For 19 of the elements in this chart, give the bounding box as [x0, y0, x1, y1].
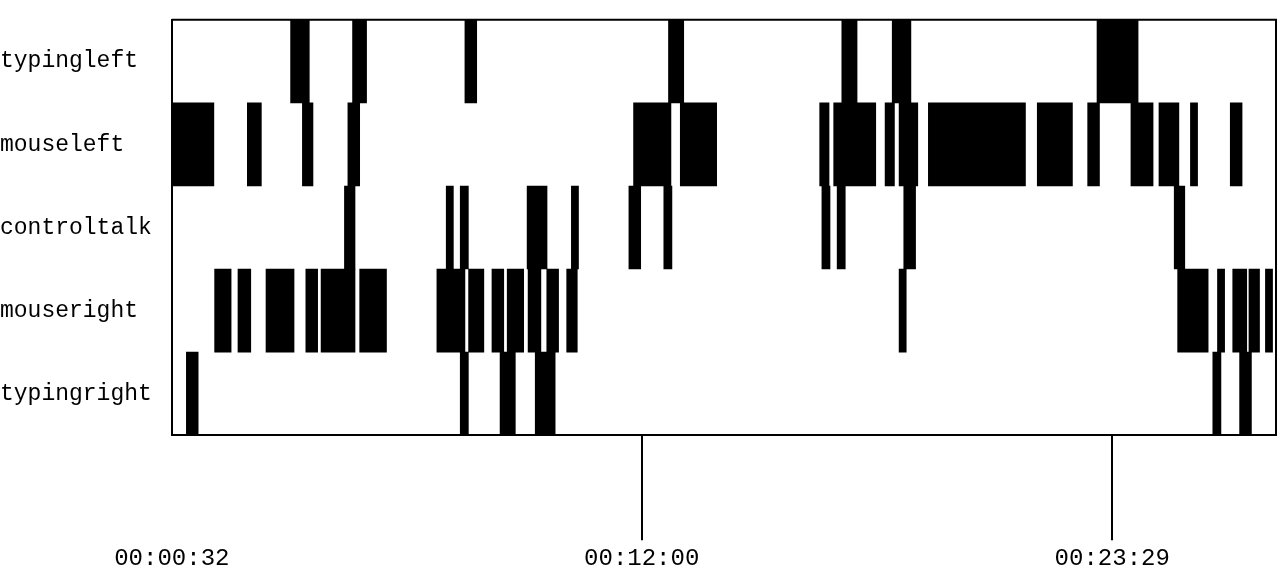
y-tick-label: typingleft — [0, 48, 139, 75]
bar — [1190, 102, 1198, 187]
bar — [359, 268, 387, 353]
y-tick-label: mouseright — [0, 297, 139, 324]
y-tick-label: controltalk — [0, 214, 152, 241]
bar — [214, 268, 232, 353]
bar — [1036, 102, 1073, 187]
y-tick-label: mouseleft — [0, 131, 125, 158]
x-tick-label: 00:23:29 — [1054, 544, 1170, 572]
bar — [1229, 102, 1243, 187]
x-tick-label: 00:12:00 — [584, 544, 700, 572]
bar — [265, 268, 295, 353]
bar — [247, 102, 262, 187]
y-tick-label: typingright — [0, 380, 152, 407]
bar — [305, 268, 318, 353]
x-tick-label: 00:00:32 — [114, 544, 230, 572]
bar — [1265, 268, 1273, 353]
bar — [928, 102, 1026, 187]
bar — [237, 268, 252, 353]
